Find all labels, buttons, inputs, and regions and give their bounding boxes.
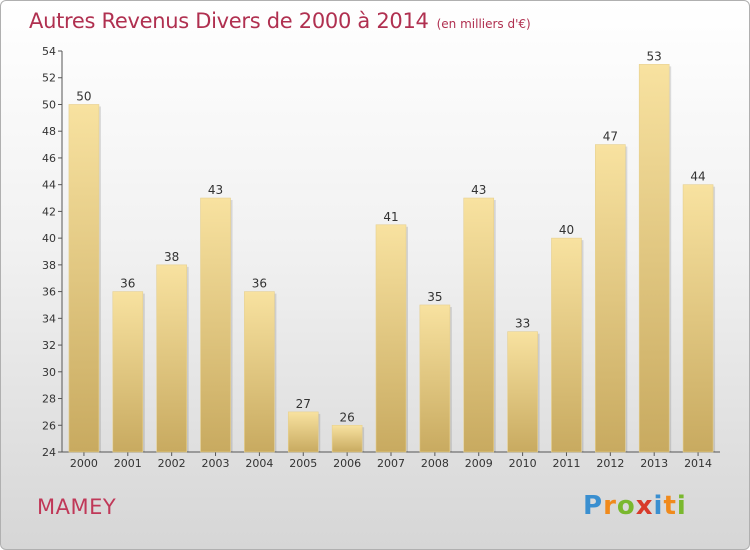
bar bbox=[595, 144, 626, 453]
x-tick-label: 2003 bbox=[202, 457, 230, 470]
value-label: 47 bbox=[603, 130, 618, 144]
y-tick-label: 32 bbox=[42, 339, 56, 352]
x-tick-label: 2010 bbox=[509, 457, 537, 470]
logo-letter: i bbox=[676, 491, 687, 521]
value-label: 27 bbox=[296, 397, 311, 411]
title-line: Autres Revenus Divers de 2000 à 2014 (en … bbox=[29, 9, 531, 33]
value-label: 43 bbox=[471, 183, 486, 197]
chart-unit: (en milliers d'€) bbox=[436, 17, 531, 31]
value-label: 38 bbox=[164, 250, 179, 264]
y-tick-label: 28 bbox=[42, 393, 56, 406]
y-tick-label: 40 bbox=[42, 232, 56, 245]
bar bbox=[463, 197, 495, 453]
chart-title: Autres Revenus Divers de 2000 à 2014 bbox=[29, 9, 429, 33]
bar bbox=[551, 237, 582, 453]
bar bbox=[244, 291, 275, 453]
value-label: 44 bbox=[690, 170, 705, 184]
x-tick-label: 2013 bbox=[640, 457, 668, 470]
x-tick-label: 2000 bbox=[70, 457, 98, 470]
bar bbox=[112, 291, 144, 453]
y-tick-label: 48 bbox=[42, 125, 56, 138]
y-tick-label: 54 bbox=[42, 45, 56, 58]
x-tick-label: 2006 bbox=[333, 457, 361, 470]
value-label: 43 bbox=[208, 183, 223, 197]
proxiti-logo: Proxiti bbox=[583, 491, 687, 521]
x-tick-label: 2005 bbox=[289, 457, 317, 470]
x-tick-label: 2004 bbox=[245, 457, 273, 470]
x-tick-label: 2007 bbox=[377, 457, 405, 470]
x-tick-label: 2011 bbox=[552, 457, 580, 470]
value-label: 36 bbox=[120, 277, 135, 291]
value-label: 36 bbox=[252, 277, 267, 291]
y-tick-label: 34 bbox=[42, 312, 56, 325]
y-tick-label: 50 bbox=[42, 98, 56, 111]
y-tick-label: 36 bbox=[42, 286, 56, 299]
y-tick-label: 24 bbox=[42, 446, 56, 459]
logo-letter: r bbox=[603, 491, 617, 521]
x-tick-label: 2008 bbox=[421, 457, 449, 470]
x-tick-label: 2014 bbox=[684, 457, 712, 470]
value-label: 40 bbox=[559, 223, 574, 237]
axes: 24 26 28 30 32 34 36 38 40 42 44 46 48 50 52 54 2000 2001… bbox=[42, 45, 720, 470]
bar bbox=[331, 424, 363, 453]
logo-letter: P bbox=[583, 491, 604, 521]
y-tick-label: 46 bbox=[42, 152, 56, 165]
x-tick-label: 2002 bbox=[158, 457, 186, 470]
x-tick-label: 2001 bbox=[114, 457, 142, 470]
bar bbox=[638, 64, 670, 453]
y-tick-label: 44 bbox=[42, 179, 56, 192]
x-tick-label: 2009 bbox=[465, 457, 493, 470]
bar bbox=[682, 184, 714, 453]
y-tick-label: 38 bbox=[42, 259, 56, 272]
place-name: MAMEY bbox=[37, 495, 117, 519]
logo-letter: o bbox=[616, 491, 636, 521]
bar bbox=[156, 264, 187, 453]
bar bbox=[68, 104, 100, 453]
bar bbox=[200, 197, 231, 453]
y-tick-label: 52 bbox=[42, 72, 56, 85]
value-label: 33 bbox=[515, 317, 530, 331]
x-tick-label: 2012 bbox=[596, 457, 624, 470]
value-label: 26 bbox=[339, 410, 354, 424]
logo-letter: i bbox=[653, 491, 664, 521]
y-tick-label: 30 bbox=[42, 366, 56, 379]
value-label: 50 bbox=[76, 89, 91, 103]
bar bbox=[419, 304, 451, 453]
y-tick-label: 26 bbox=[42, 419, 56, 432]
value-label: 35 bbox=[427, 290, 442, 304]
value-label: 53 bbox=[647, 49, 662, 63]
value-label: 41 bbox=[383, 210, 398, 224]
logo-letter: x bbox=[635, 491, 654, 521]
bars bbox=[68, 64, 716, 453]
bar bbox=[375, 224, 407, 453]
y-tick-label: 42 bbox=[42, 205, 56, 218]
bar bbox=[287, 411, 319, 453]
logo-letter: t bbox=[663, 491, 677, 521]
bar bbox=[507, 331, 538, 453]
value-labels: 50 36 38 43 36 27 26 41 35 43 33 40 47 53 44 bbox=[76, 49, 705, 424]
